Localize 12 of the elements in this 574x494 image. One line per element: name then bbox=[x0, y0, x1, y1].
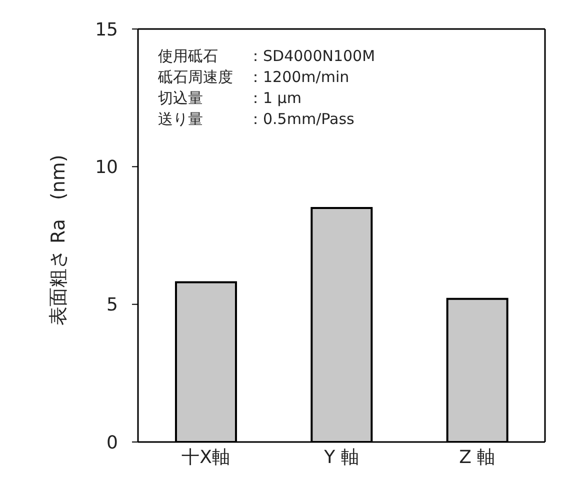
x-tick-label: Z 軸 bbox=[459, 446, 496, 468]
annotation: 砥石周速度 ：1200m/min bbox=[158, 67, 350, 88]
annotation: 送り量 ：0.5mm/Pass bbox=[158, 109, 356, 130]
y-tick-label: 15 bbox=[95, 19, 118, 40]
annotation: 切込量 ：1 μm bbox=[158, 88, 302, 109]
y-tick-label: 0 bbox=[106, 432, 118, 454]
y-tick-label: 5 bbox=[106, 294, 118, 316]
annotation: 使用砥石 ：SD4000N100M bbox=[158, 46, 376, 67]
x-tick-label: 十X軸 bbox=[182, 446, 230, 468]
x-tick-label: Y 軸 bbox=[323, 446, 359, 468]
y-axis-title: 表面粗さ Ra (nm) bbox=[48, 154, 70, 326]
y-tick-label: 10 bbox=[95, 157, 118, 178]
